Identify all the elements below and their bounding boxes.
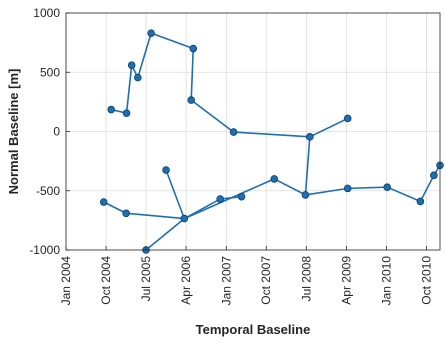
x-tick-label: Jan 2007 xyxy=(219,256,233,306)
baseline-link xyxy=(233,131,310,138)
data-point xyxy=(189,44,198,53)
data-point xyxy=(306,133,314,141)
data-point xyxy=(343,114,352,123)
y-tick-label: 0 xyxy=(53,125,60,139)
data-point xyxy=(134,73,142,82)
baseline-link xyxy=(125,65,133,114)
data-point xyxy=(162,166,170,174)
baseline-link xyxy=(273,178,306,196)
data-point xyxy=(107,105,115,114)
y-tick-label: 1000 xyxy=(33,6,60,20)
data-point xyxy=(237,192,246,201)
baseline-links xyxy=(103,32,441,251)
y-tick-label: 500 xyxy=(40,65,60,79)
data-point xyxy=(99,198,108,206)
x-tick-label: Apr 2006 xyxy=(179,256,193,305)
data-point xyxy=(127,61,136,69)
baseline-link xyxy=(165,169,186,219)
x-tick-label: Jul 2005 xyxy=(139,256,153,302)
baseline-link xyxy=(309,117,349,138)
baseline-link xyxy=(190,48,195,101)
x-tick-label: Oct 2010 xyxy=(420,256,434,305)
baseline-link xyxy=(137,32,152,78)
baseline-link xyxy=(184,178,275,220)
x-tick-label: Jan 2004 xyxy=(59,256,73,306)
data-point xyxy=(383,183,391,191)
baseline-link xyxy=(304,136,311,195)
baseline-link xyxy=(305,187,348,196)
data-point xyxy=(122,109,131,117)
data-point xyxy=(270,175,279,183)
x-axis-title: Temporal Baseline xyxy=(196,322,311,337)
y-axis-title: Normal Baseline [m] xyxy=(6,69,21,195)
baseline-link xyxy=(126,212,185,220)
axis-ticks: Jan 2004 Oct 2004 Jul 2005 Apr 2006 Jan 2007… xyxy=(29,6,433,305)
x-tick-label: Jan 2010 xyxy=(380,256,394,306)
x-tick-label: Jul 2008 xyxy=(299,256,313,302)
data-point xyxy=(216,195,224,203)
acquisition-points xyxy=(99,29,444,254)
baseline-link xyxy=(103,201,127,214)
y-tick-label: -1000 xyxy=(29,243,60,257)
baseline-link xyxy=(386,186,421,203)
baseline-link xyxy=(419,174,435,202)
data-point xyxy=(147,29,155,37)
data-point xyxy=(343,184,352,193)
data-point xyxy=(301,191,310,199)
data-point xyxy=(122,209,130,218)
baseline-link xyxy=(150,32,194,50)
baseline-link xyxy=(145,217,185,251)
data-point xyxy=(229,128,238,136)
data-point xyxy=(430,171,438,180)
grid xyxy=(65,12,440,251)
y-tick-label: -500 xyxy=(36,184,60,198)
x-tick-label: Oct 2007 xyxy=(259,256,273,305)
x-tick-label: Apr 2009 xyxy=(339,256,353,305)
baseline-link xyxy=(190,99,235,133)
data-point xyxy=(180,214,189,223)
data-point xyxy=(416,197,425,206)
x-tick-label: Oct 2004 xyxy=(99,256,113,305)
data-point xyxy=(187,96,196,104)
baseline-link xyxy=(347,186,388,190)
